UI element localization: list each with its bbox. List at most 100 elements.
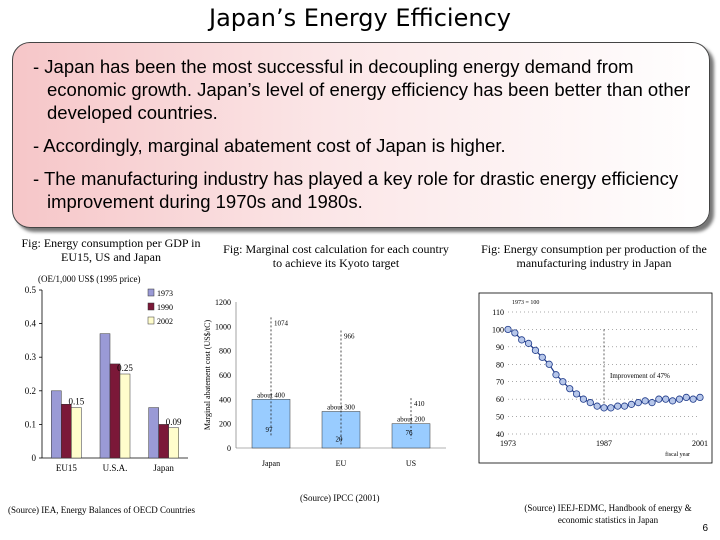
chart3-point	[559, 378, 567, 386]
chart1-legend-label: 1973	[157, 289, 173, 298]
chart3-ytick-label: 110	[492, 308, 504, 317]
summary-box: - Japan has been the most successful in …	[12, 42, 710, 228]
fig1-caption: Fig: Energy consumption per GDP in EU15,…	[21, 236, 201, 264]
chart1-xtick-label: Japan	[153, 463, 174, 473]
chart3-xtick-label: 1987	[596, 439, 612, 448]
fig1-source: (Source) IEA, Energy Balances of OECD Co…	[8, 505, 196, 515]
chart2-bar-eu	[321, 411, 361, 449]
chart1-bar-eu15-1973	[51, 390, 62, 459]
chart3-point	[593, 402, 601, 410]
chart3-series-line	[507, 328, 701, 409]
chart-energy-per-gdp: (OE/1,000 US$ (1995 price) 0 0.1 0.2 0.3 0.4…	[25, 274, 188, 473]
chart3-point	[627, 400, 636, 408]
chart3-point	[566, 385, 574, 393]
chart2-ytick-label: 600	[219, 371, 231, 380]
chart1-ytick-label: 0.5	[25, 285, 37, 295]
chart1-ytick-label: 0	[32, 453, 37, 463]
chart3-point	[641, 397, 649, 405]
chart2-min-label: 76	[406, 429, 414, 437]
chart3-point	[572, 390, 581, 398]
chart-manufacturing-energy: 40 50 60 70 80 90 100 110 1973 1987 2001 1973 = 100…	[478, 292, 713, 464]
chart1-legend-swatch	[147, 288, 155, 297]
chart3-point	[620, 402, 629, 410]
chart3-point	[607, 404, 615, 412]
chart2-about-label: about 400	[257, 391, 285, 399]
chart1-bar-usa-2002	[119, 373, 131, 459]
chart3-point	[614, 402, 622, 410]
fig3-caption: Fig: Energy consumption per production o…	[481, 242, 707, 270]
bullet-decoupling: - Japan has been the most successful in …	[33, 56, 691, 123]
chart2-min-label: 20	[336, 436, 344, 444]
chart-marginal-cost: 0 200 400 600 800 1000 1200 Marginal abatement …	[203, 298, 446, 468]
bullet-abatement-cost: - Accordingly, marginal abatement cost o…	[33, 135, 506, 156]
page-number: 6	[702, 523, 708, 534]
fig2-source: (Source) IPCC (2001)	[300, 493, 380, 503]
chart3-point	[504, 325, 512, 334]
chart3-point	[511, 329, 519, 337]
chart2-ytick-label: 0	[227, 444, 231, 453]
chart3-point	[682, 393, 690, 402]
chart3-ytick-label: 70	[496, 378, 504, 387]
chart3-point	[655, 395, 663, 403]
chart2-xtick-label: EU	[336, 459, 347, 468]
chart1-ytick-label: 0.1	[25, 419, 36, 429]
chart3-point	[600, 404, 608, 412]
chart1-xtick-label: U.S.A.	[103, 463, 128, 473]
chart3-xtick-label: 2001	[692, 439, 708, 448]
chart1-bar-japan-2002	[168, 427, 179, 459]
chart2-xtick-label: US	[406, 459, 416, 468]
chart3-point	[675, 395, 684, 403]
chart2-xtick-label: Japan	[262, 459, 280, 468]
chart1-bar-usa-1973	[99, 333, 111, 459]
chart1-legend-swatch	[147, 316, 155, 325]
chart3-point	[634, 399, 642, 407]
chart1-data-label: 0.09	[166, 417, 182, 427]
chart1-bar-japan-1990	[158, 424, 169, 459]
chart1-legend-swatch	[147, 302, 155, 311]
chart3-title: 1973 = 100	[512, 300, 539, 306]
chart1-unit-label: (OE/1,000 US$ (1995 price)	[38, 274, 140, 284]
chart3-ytick-label: 40	[496, 430, 504, 439]
chart3-point	[552, 371, 560, 379]
chart1-bar-japan-1973	[148, 407, 159, 459]
chart2-ytick-label: 800	[219, 347, 231, 356]
chart3-point	[696, 393, 704, 402]
chart3-point	[668, 397, 677, 405]
page-title: Japan’s Energy Efficiency	[209, 4, 511, 32]
chart3-ytick-label: 90	[496, 343, 504, 352]
chart2-max-label: 966	[344, 332, 355, 340]
fig3-source: (Source) IEEJ-EDMC, Handbook of energy &…	[524, 503, 692, 525]
chart1-bar-usa-1990	[109, 363, 121, 459]
chart1-legend-label: 1990	[157, 303, 173, 312]
chart3-ytick-label: 80	[496, 360, 504, 369]
chart1-ytick-label: 0.3	[25, 352, 37, 362]
chart3-xtick-label: 1973	[500, 439, 516, 448]
chart3-year-label: fiscal year	[665, 451, 690, 458]
chart2-min-label: 97	[266, 426, 274, 434]
chart2-ytick-label: 1200	[215, 298, 231, 307]
chart3-point	[518, 336, 526, 344]
chart1-ytick-label: 0.2	[25, 386, 36, 396]
chart3-point	[662, 395, 670, 403]
chart3-point	[689, 395, 697, 403]
chart3-annotation: Improvement of 47%	[610, 372, 670, 380]
fig2-caption: Fig: Marginal cost calculation for each …	[223, 242, 449, 270]
chart3-ytick-label: 60	[496, 395, 504, 404]
chart3-point	[524, 339, 533, 347]
chart2-max-label: 410	[414, 400, 425, 408]
chart1-data-label: 0.15	[68, 397, 84, 407]
bullet-manufacturing: - The manufacturing industry has played …	[33, 168, 679, 212]
chart1-data-label: 0.25	[117, 363, 133, 373]
chart3-point	[538, 353, 546, 361]
chart3-point	[545, 360, 553, 368]
chart3-ytick-label: 50	[496, 413, 504, 422]
chart3-point	[531, 346, 540, 354]
chart1-ytick-label: 0.4	[25, 319, 37, 329]
chart1-xtick-label: EU15	[56, 463, 77, 473]
chart2-about-label: about 300	[327, 404, 355, 412]
chart3-point	[586, 399, 594, 407]
chart2-ytick-label: 1000	[215, 322, 231, 331]
chart2-about-label: about 200	[397, 416, 425, 424]
chart2-ytick-label: 200	[219, 420, 231, 429]
chart3-ytick-label: 100	[492, 325, 504, 334]
